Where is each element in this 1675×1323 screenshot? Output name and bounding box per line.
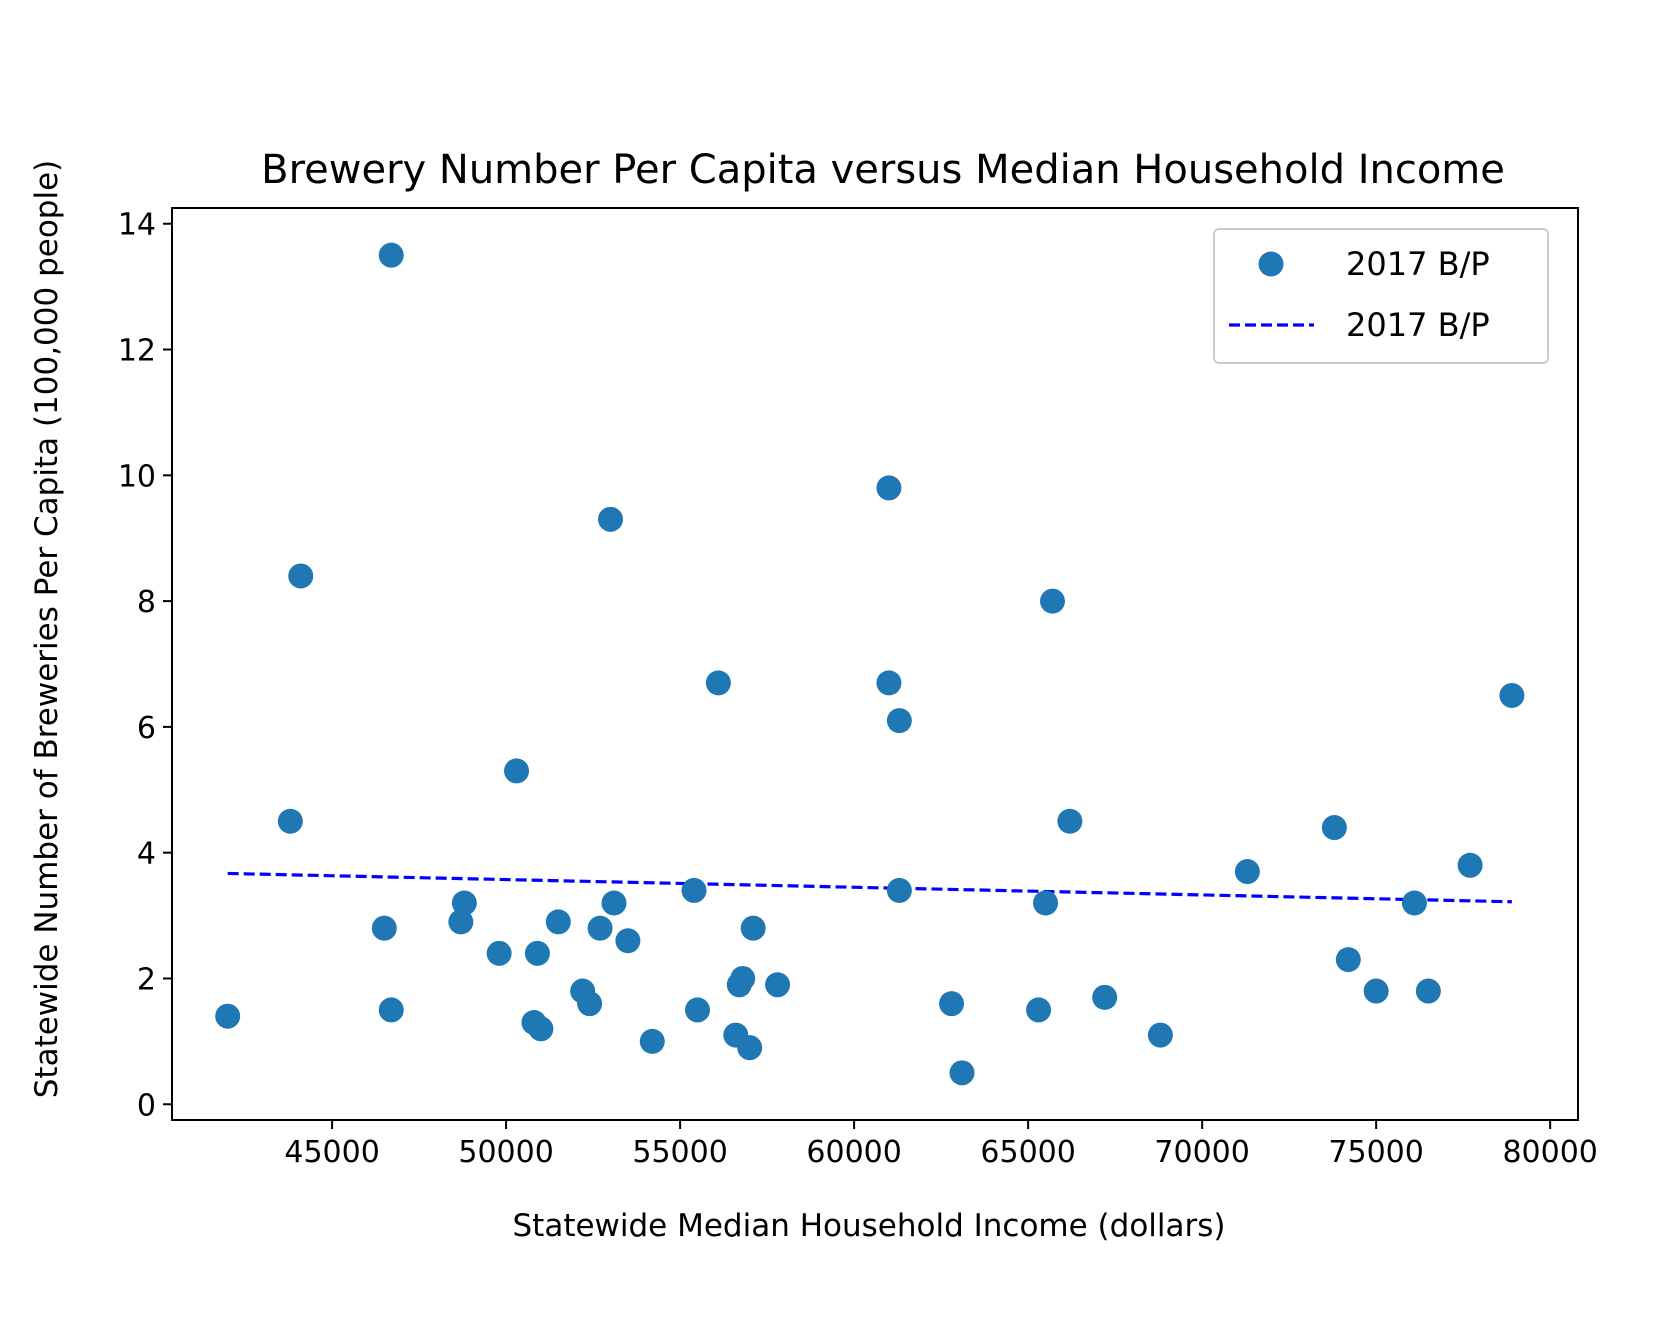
y-tick-label: 10 [118,459,156,494]
y-tick-label: 2 [137,962,156,997]
data-point [737,1035,763,1061]
axes: 45000 50000 55000 60000 65000 70000 75000 80000… [118,207,1598,1170]
data-point [524,940,550,966]
data-point [1057,808,1083,834]
data-point [448,909,474,935]
x-tick-label: 65000 [980,1135,1075,1170]
data-point [1092,984,1118,1010]
data-point [378,242,404,268]
x-tick-label: 45000 [284,1135,379,1170]
data-point [504,758,530,784]
data-point [1147,1022,1173,1048]
x-tick-label: 55000 [632,1135,727,1170]
data-point [486,940,512,966]
data-point [615,928,641,954]
data-point [705,670,731,696]
y-tick-label: 6 [137,711,156,746]
data-point [277,808,303,834]
data-point [639,1028,665,1054]
data-point [371,915,397,941]
data-point [1457,852,1483,878]
data-point [1401,890,1427,916]
data-point [949,1060,975,1086]
legend-label-scatter: 2017 B/P [1346,245,1490,283]
data-point [528,1016,554,1042]
data-point [215,1003,241,1029]
y-tick-label: 12 [118,334,156,369]
plot-area [215,242,1525,1086]
data-point [378,997,404,1023]
data-point [886,877,912,903]
x-tick-label: 75000 [1328,1135,1423,1170]
data-point [876,475,902,501]
data-point [939,991,965,1017]
legend-label-trendline: 2017 B/P [1346,306,1490,344]
data-point [1335,947,1361,973]
data-point [886,708,912,734]
data-point [451,890,477,916]
x-tick-label: 70000 [1154,1135,1249,1170]
legend-marker-scatter [1258,251,1284,277]
data-point [577,991,603,1017]
legend-box [1213,228,1549,364]
data-point [288,563,314,589]
x-axis-label: Statewide Median Household Income (dolla… [512,1208,1225,1244]
y-tick-label: 4 [137,837,156,872]
data-point [1363,978,1389,1004]
data-point [730,965,756,991]
data-point [1026,997,1052,1023]
y-tick-label: 0 [137,1088,156,1123]
data-point [876,670,902,696]
data-point [1321,815,1347,841]
data-point [1033,890,1059,916]
chart-title: Brewery Number Per Capita versus Median … [261,147,1505,193]
y-tick-label: 14 [118,208,156,243]
data-point [1415,978,1441,1004]
data-point [681,877,707,903]
data-point [1499,682,1525,708]
data-point [545,909,571,935]
data-point [740,915,766,941]
data-point [1234,859,1260,885]
x-tick-label: 50000 [458,1135,553,1170]
data-point [765,972,791,998]
plot-frame [171,207,1579,1121]
x-tick-label: 80000 [1502,1135,1597,1170]
data-point [587,915,613,941]
x-tick-label: 60000 [806,1135,901,1170]
trendline [227,871,1512,904]
data-point [685,997,711,1023]
data-point [601,890,627,916]
y-axis-label: Statewide Number of Breweries Per Capita… [29,160,65,1099]
data-point [1039,588,1065,614]
data-point [598,506,624,532]
y-tick-label: 8 [137,585,156,620]
legend: 2017 B/P 2017 B/P [1213,228,1549,364]
